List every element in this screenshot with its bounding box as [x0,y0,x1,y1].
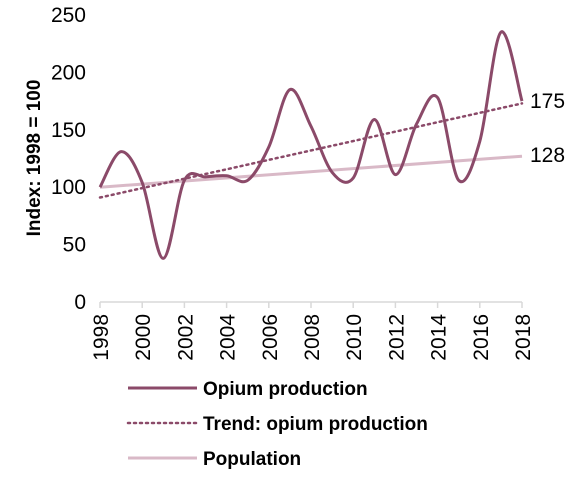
legend-label: Opium production [203,379,368,400]
opium-end-label: 175 [530,90,565,113]
x-tick-label: 2004 [217,314,240,361]
axes: 0 50 100 150 200 250 1998 2000 2002 2004 2006 2008 2… [51,4,535,361]
x-tick-label: 2002 [174,314,197,361]
end-labels: 175 128 [530,90,565,167]
y-axis-label: Index: 1998 = 100 [24,80,45,237]
legend-label: Trend: opium production [203,414,428,435]
x-tick-label: 2000 [132,314,155,361]
series-group [98,30,524,260]
x-tick-label: 2008 [301,314,324,361]
trend-line [98,102,524,199]
y-tick-label: 100 [51,176,86,199]
y-tick-label: 200 [51,61,86,84]
legend-label: Population [203,449,301,470]
x-tick-label: 1998 [90,314,113,361]
y-tick-label: 0 [74,291,86,314]
x-tick-label: 2012 [385,314,408,361]
x-tick-label: 2014 [428,314,451,361]
x-tick-label: 2010 [343,314,366,361]
x-tick-label: 2018 [512,314,535,361]
y-tick-label: 50 [63,234,86,257]
legend: Opium production Trend: opium production P… [126,379,428,470]
opium-production-line [98,30,524,260]
population-line [99,154,523,189]
x-tick-label: 2006 [259,314,282,361]
y-tick-label: 150 [51,119,86,142]
y-tick-label: 250 [51,4,86,27]
x-tick-label: 2016 [470,314,493,361]
population-end-label: 128 [530,144,565,167]
